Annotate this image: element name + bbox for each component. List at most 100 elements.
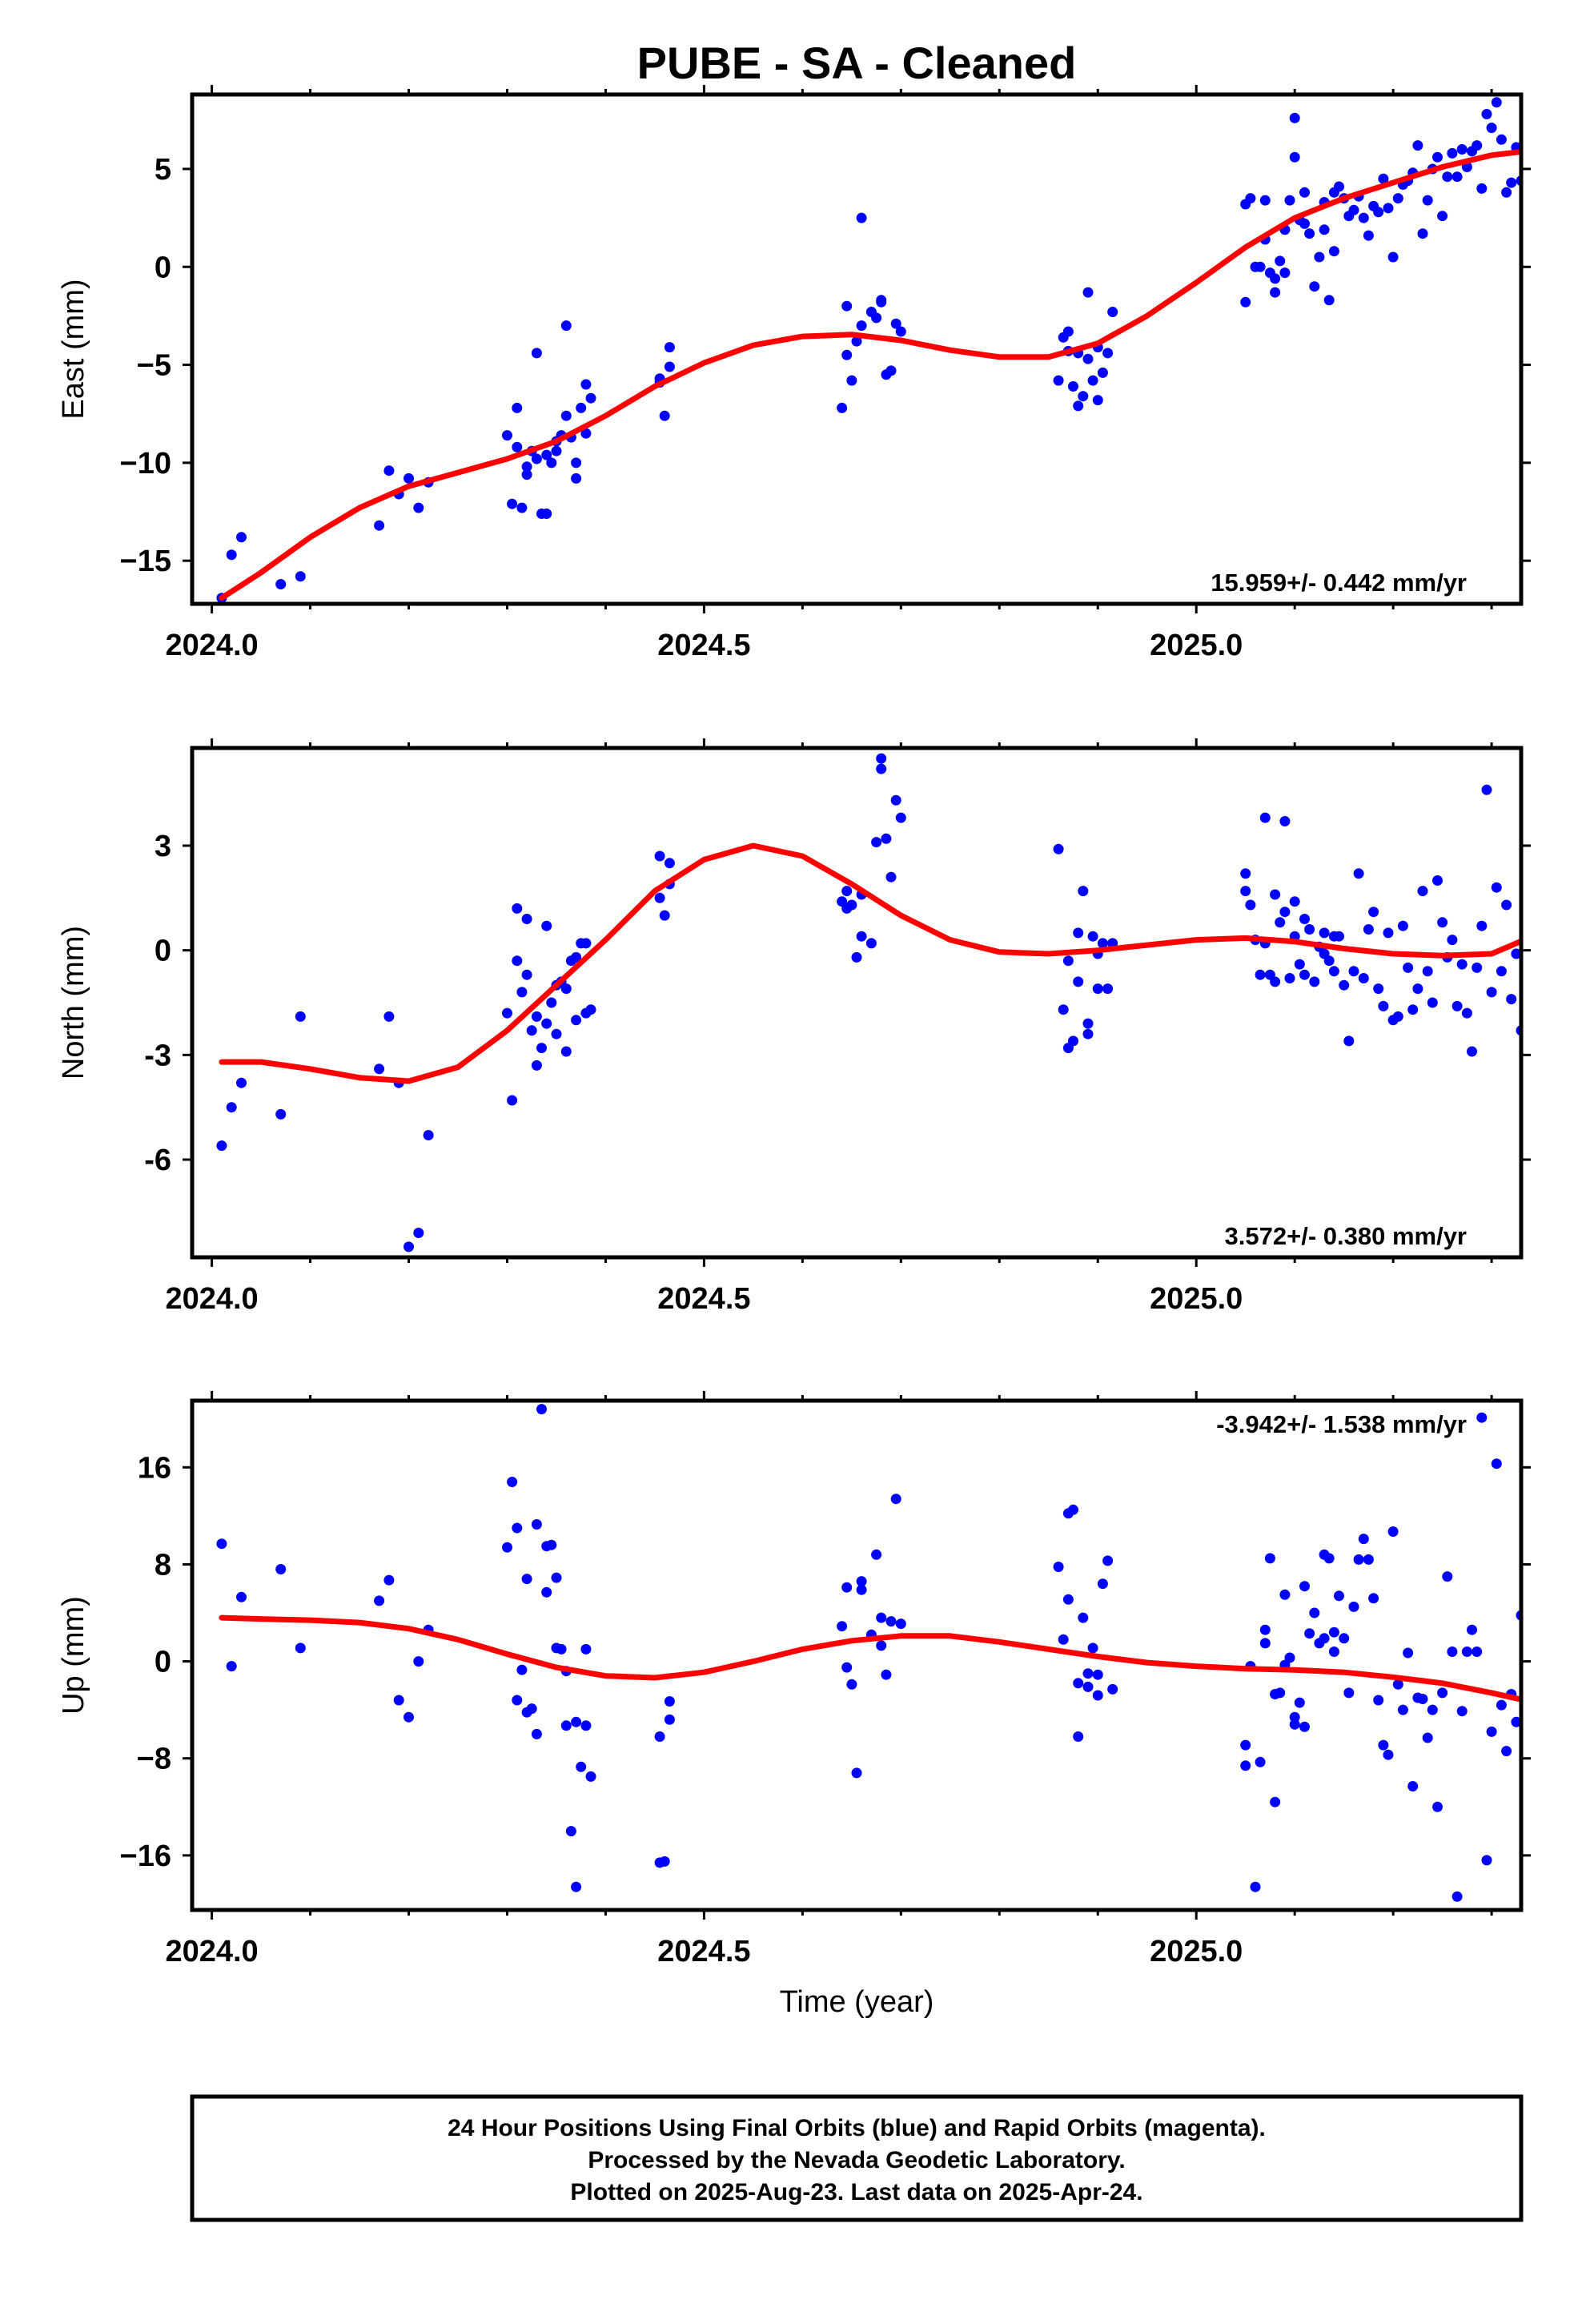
data-point: [664, 361, 675, 372]
data-point: [1481, 109, 1492, 119]
data-point: [1417, 1694, 1428, 1704]
data-point: [841, 1582, 853, 1593]
data-point: [1560, 955, 1571, 966]
east-panel: 2024.0 2024.5 2025.0 −15 −10 −5 0 5 East (mm) 15.…: [57, 85, 1566, 662]
data-point: [1102, 348, 1114, 359]
data-point: [654, 1731, 665, 1742]
data-point: [1082, 287, 1094, 298]
data-point: [1082, 1668, 1094, 1679]
data-point: [1526, 847, 1536, 858]
data-point: [374, 520, 385, 531]
data-point: [1073, 976, 1084, 987]
data-point: [531, 1011, 542, 1022]
rate-label: -3.942+/- 1.538 mm/yr: [1216, 1410, 1467, 1438]
data-point: [1289, 1719, 1300, 1730]
data-point: [876, 1640, 887, 1651]
data-point: [516, 987, 528, 998]
x-tick-label: 2024.5: [657, 1282, 750, 1316]
y-tick-label: 0: [155, 251, 171, 284]
data-point: [1078, 886, 1089, 897]
data-point: [895, 812, 906, 823]
data-point: [1486, 123, 1497, 134]
data-point: [571, 1881, 582, 1892]
data-point: [1073, 400, 1084, 412]
data-point: [1412, 140, 1423, 151]
data-point: [1368, 907, 1379, 918]
data-point: [1551, 1802, 1561, 1812]
x-tick-label: 2024.5: [657, 1935, 750, 1968]
data-point: [1240, 1739, 1251, 1751]
data-point: [536, 1043, 547, 1054]
data-point: [1082, 1681, 1094, 1692]
data-point: [404, 1241, 414, 1252]
data-point: [890, 1494, 901, 1505]
data-point: [1427, 997, 1438, 1008]
data-point: [1259, 1624, 1271, 1635]
data-point: [1353, 1554, 1364, 1565]
data-point: [664, 1696, 675, 1707]
data-point: [1053, 1562, 1064, 1572]
data-point: [1556, 1705, 1566, 1715]
fit-curve: [219, 1614, 1521, 1703]
data-point: [512, 402, 523, 413]
data-point: [1476, 183, 1488, 194]
data-point: [531, 1519, 542, 1530]
data-point: [1289, 112, 1300, 123]
data-point: [1373, 1695, 1384, 1706]
data-point: [413, 502, 424, 513]
data-point: [1092, 395, 1103, 406]
data-point: [1319, 224, 1330, 235]
data-point: [1511, 948, 1521, 959]
data-point: [1531, 162, 1541, 172]
data-point: [1358, 212, 1369, 223]
data-points: [216, 1404, 1566, 1902]
data-point: [1506, 177, 1517, 188]
x-tick-label: 2024.0: [165, 1282, 258, 1316]
data-point: [571, 472, 582, 484]
data-point: [1442, 171, 1453, 183]
data-point: [404, 472, 414, 484]
data-point: [876, 1612, 887, 1623]
data-point: [890, 794, 901, 806]
data-point: [546, 1539, 557, 1550]
data-point: [1432, 1801, 1443, 1812]
data-points: [216, 97, 1566, 604]
data-point: [1294, 959, 1305, 970]
data-point: [275, 579, 287, 589]
data-point: [1073, 1678, 1084, 1689]
data-point: [1407, 1781, 1419, 1791]
data-point: [1456, 959, 1468, 970]
data-point: [895, 326, 906, 337]
x-tick-label: 2025.0: [1150, 1282, 1243, 1316]
data-point: [1250, 1881, 1261, 1892]
data-point: [876, 763, 887, 774]
data-point: [1270, 976, 1281, 987]
data-point: [1259, 1638, 1271, 1649]
data-point: [1540, 1720, 1551, 1731]
data-point: [516, 1664, 528, 1675]
data-point: [1486, 987, 1497, 998]
data-point: [1501, 899, 1512, 911]
data-point: [1078, 1612, 1089, 1623]
data-point: [1565, 903, 1576, 914]
data-point: [1270, 273, 1281, 284]
data-point: [1506, 994, 1517, 1005]
data-point: [1432, 875, 1443, 886]
up-panel: 2024.0 2024.5 2025.0 −16 −8 0 8 16 Up (mm) -3.942…: [57, 1391, 1566, 1968]
data-point: [1323, 295, 1335, 306]
data-point: [1092, 1669, 1103, 1680]
data-point: [1481, 1855, 1492, 1866]
data-point: [1343, 1687, 1355, 1699]
data-point: [865, 938, 877, 949]
data-point: [1437, 211, 1448, 222]
data-point: [585, 392, 596, 404]
data-point: [1556, 125, 1566, 135]
data-point: [1245, 899, 1256, 911]
data-point: [226, 1661, 237, 1672]
data-point: [664, 342, 675, 353]
data-point: [1392, 1679, 1403, 1690]
data-point: [851, 336, 862, 347]
data-point: [1442, 1571, 1453, 1582]
data-point: [1053, 843, 1064, 854]
data-point: [383, 1574, 395, 1586]
